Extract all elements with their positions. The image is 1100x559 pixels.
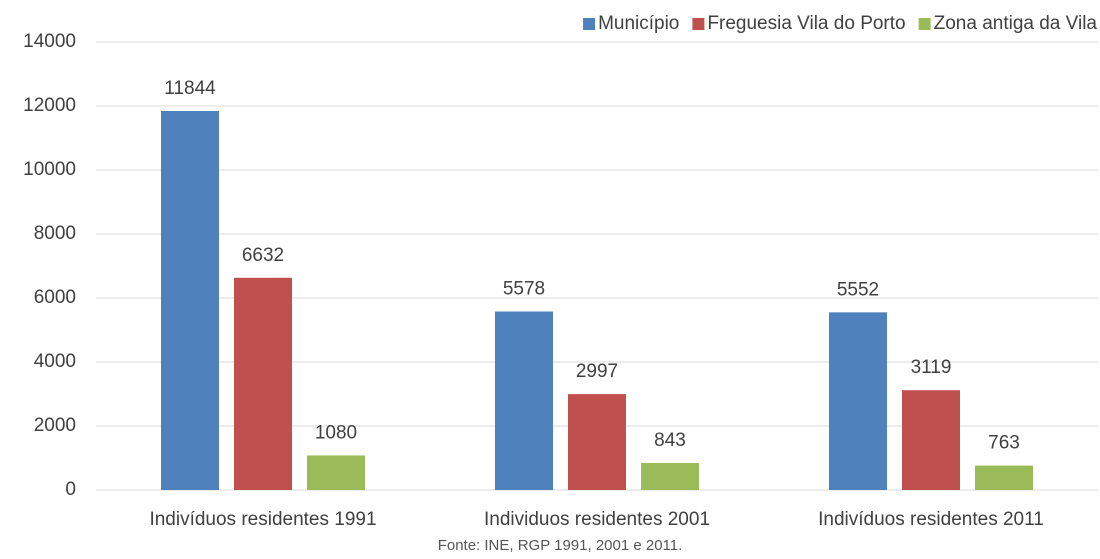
y-tick-label: 6000 bbox=[34, 287, 76, 308]
source-note: Fonte: INE, RGP 1991, 2001 e 2011. bbox=[438, 537, 683, 554]
data-label: 1080 bbox=[315, 422, 357, 443]
bar bbox=[307, 455, 365, 490]
bar bbox=[234, 277, 292, 490]
y-tick-label: 0 bbox=[65, 479, 76, 500]
legend-swatch bbox=[583, 18, 596, 30]
y-tick-label: 4000 bbox=[34, 351, 76, 372]
x-tick-label: Indivíduos residentes 1991 bbox=[149, 509, 376, 530]
bar bbox=[495, 311, 553, 490]
legend-swatch bbox=[918, 18, 931, 30]
y-tick-label: 14000 bbox=[23, 31, 76, 52]
legend-label: Município bbox=[598, 13, 679, 34]
y-tick-label: 2000 bbox=[34, 415, 76, 436]
data-label: 2997 bbox=[576, 361, 618, 382]
data-label: 763 bbox=[988, 433, 1020, 454]
bar bbox=[829, 312, 887, 490]
y-tick-label: 12000 bbox=[23, 95, 76, 116]
bar bbox=[975, 465, 1033, 490]
bar bbox=[161, 110, 219, 490]
bar bbox=[902, 390, 960, 490]
data-label: 11844 bbox=[164, 78, 216, 99]
y-tick-label: 10000 bbox=[23, 159, 76, 180]
x-tick-label: Individuos residentes 2001 bbox=[484, 509, 710, 530]
x-tick-label: Indivíduos residentes 2011 bbox=[818, 509, 1044, 530]
legend-label: Freguesia Vila do Porto bbox=[707, 13, 905, 34]
data-label: 6632 bbox=[242, 245, 284, 266]
data-label: 5552 bbox=[837, 279, 879, 300]
legend-swatch bbox=[692, 18, 705, 30]
legend-label: Zona antiga da Vila bbox=[934, 13, 1098, 34]
data-label: 843 bbox=[654, 430, 686, 451]
bar bbox=[568, 394, 626, 490]
bar bbox=[641, 463, 699, 490]
data-label: 3119 bbox=[911, 357, 952, 378]
y-tick-label: 8000 bbox=[34, 223, 76, 244]
data-label: 5578 bbox=[503, 279, 545, 300]
